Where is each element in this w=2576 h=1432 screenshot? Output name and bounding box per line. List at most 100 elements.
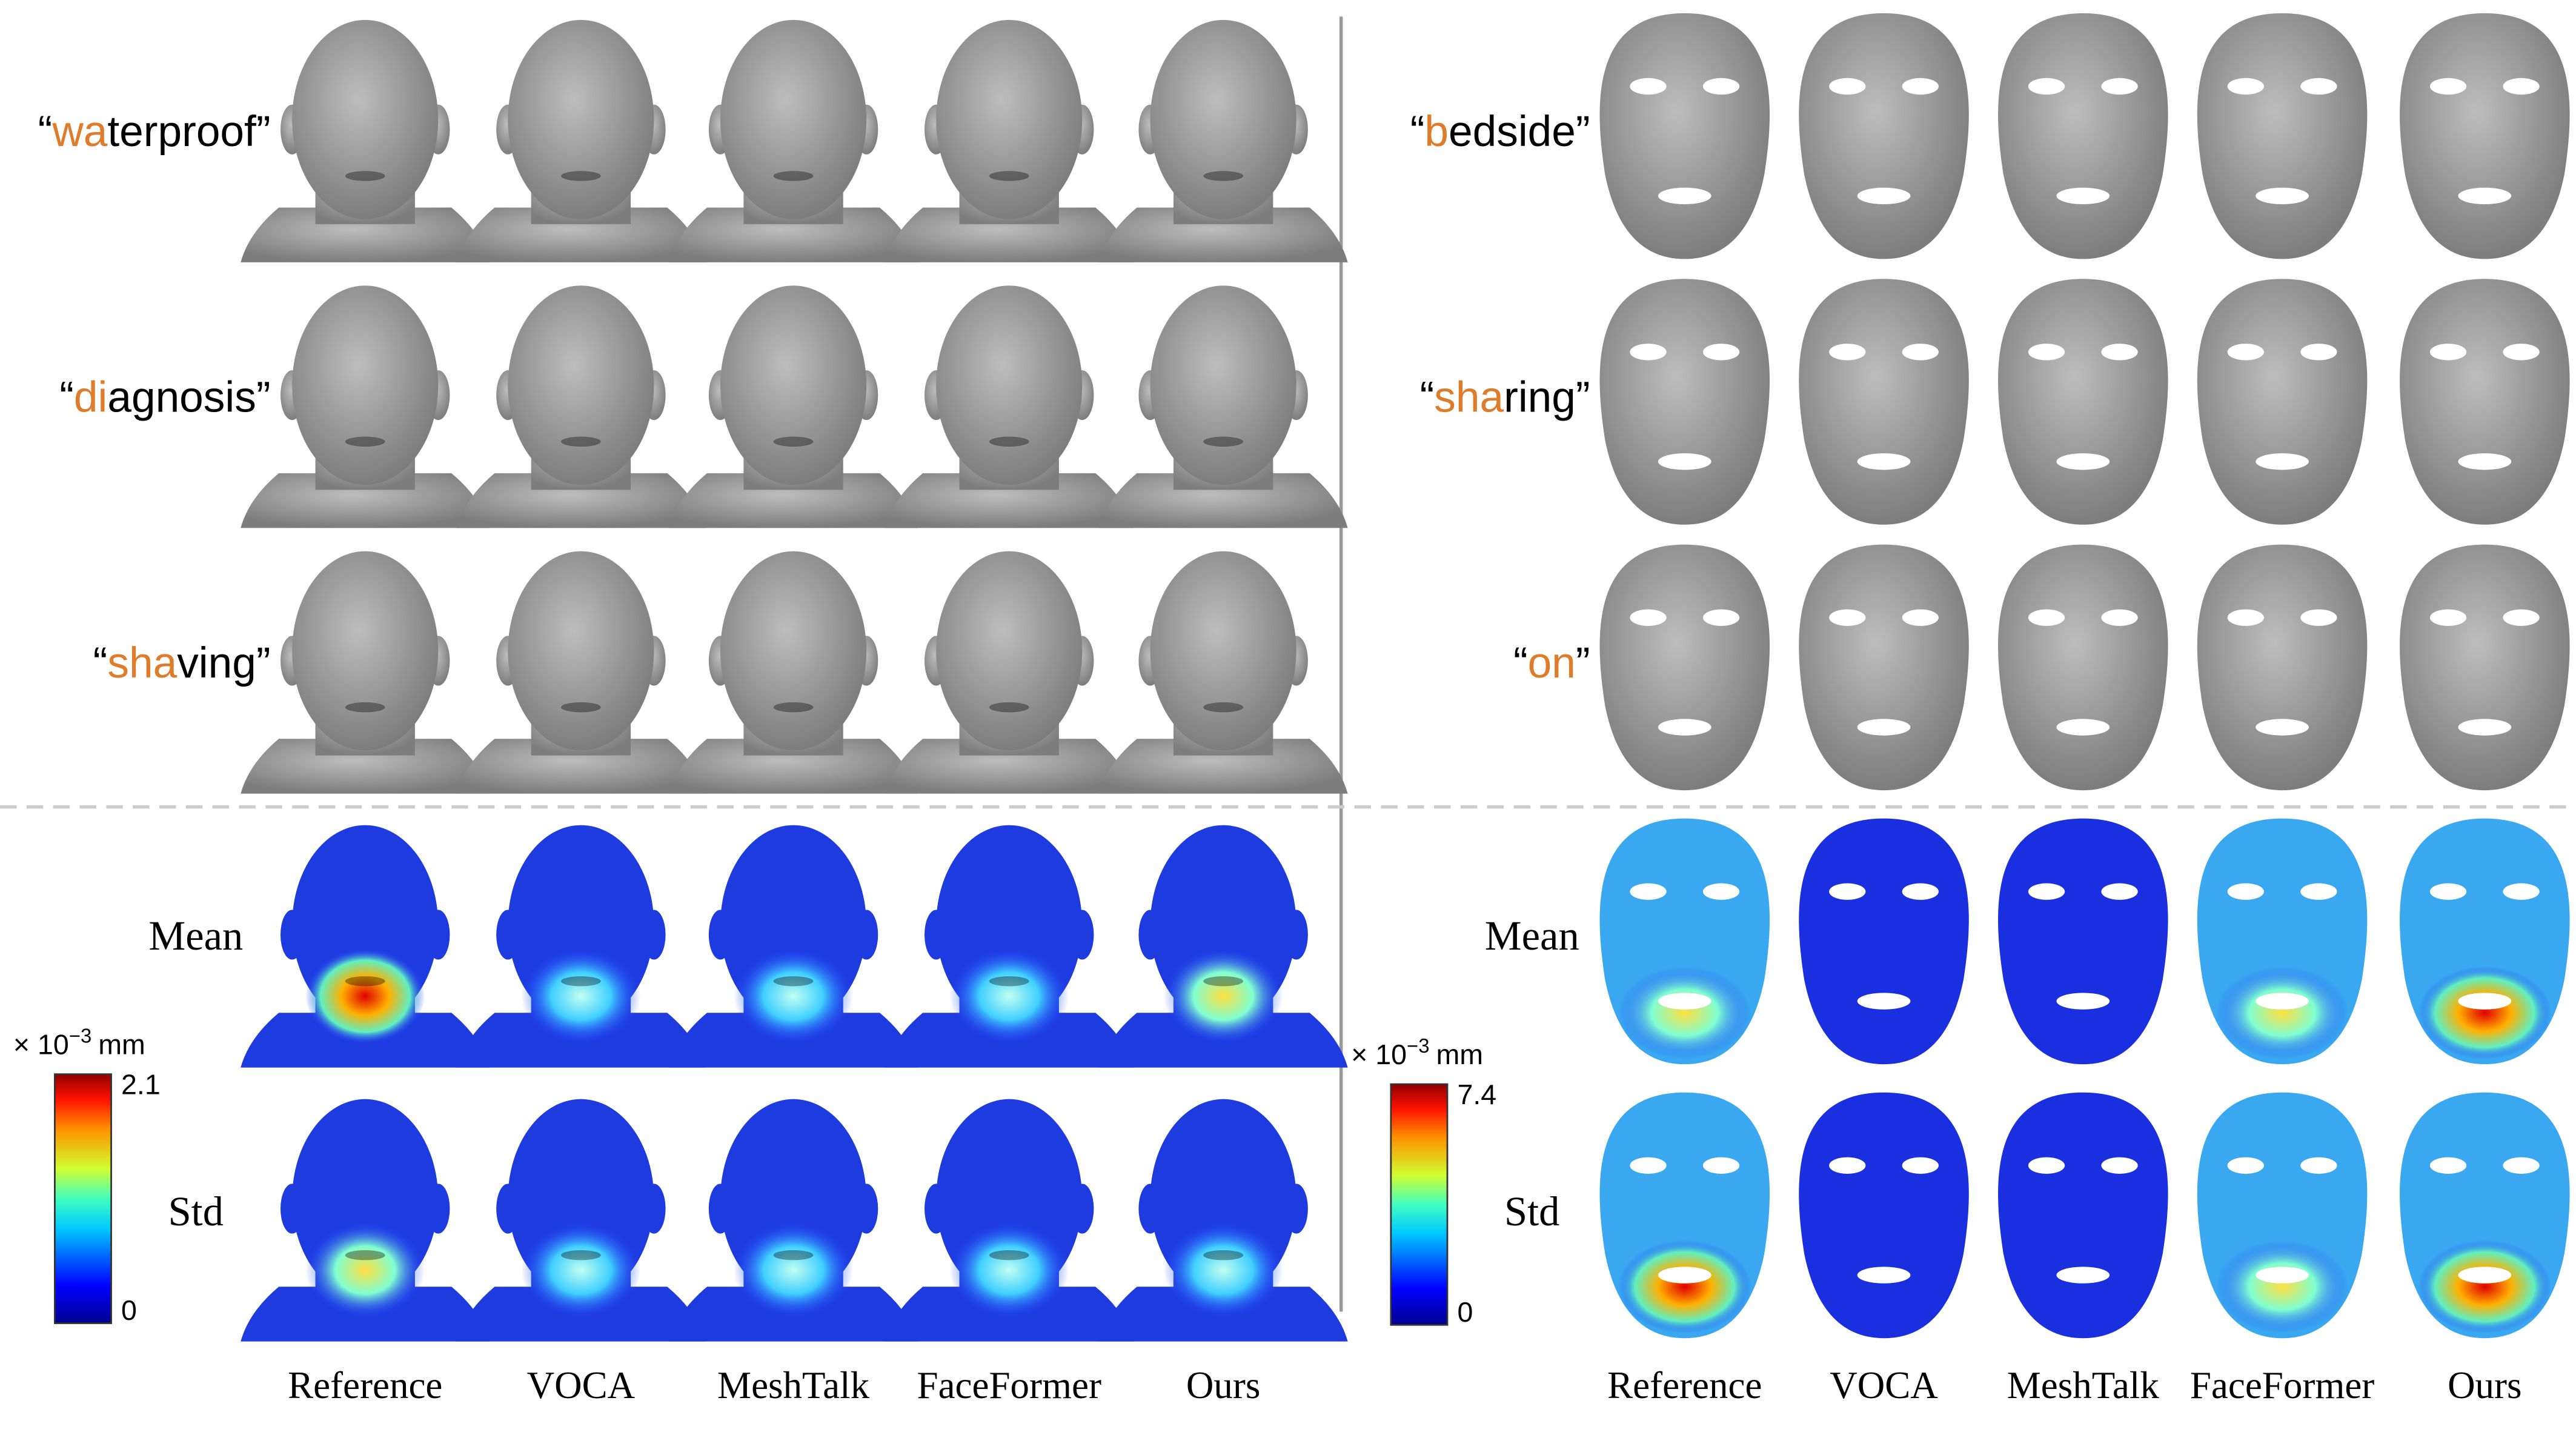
heat-spot [733, 1222, 854, 1318]
mouth [561, 976, 601, 987]
heat-spot [2418, 966, 2551, 1059]
head [508, 285, 654, 485]
word-rest: terproof [107, 108, 256, 156]
eye-hole [2300, 609, 2337, 626]
quote: “ [93, 639, 108, 687]
mouth [345, 976, 385, 987]
eye-hole [2101, 344, 2138, 361]
eye-hole [2429, 609, 2467, 626]
mouth-hole [2056, 719, 2110, 736]
colorbar-max: 7.4 [1457, 1079, 1496, 1110]
eye-hole [2300, 78, 2337, 95]
shoulders [885, 207, 1134, 262]
mask [1799, 13, 1969, 259]
face-mask [1998, 544, 2168, 791]
quote: ” [256, 639, 271, 687]
method-label: MeshTalk [2007, 1364, 2160, 1407]
shoulders [241, 473, 490, 528]
metric-label: Std [1504, 1188, 1559, 1234]
head-render [456, 19, 706, 262]
mouth-hole [1658, 187, 1711, 204]
head-render [241, 285, 490, 528]
mouth [345, 436, 385, 447]
face-mask [1799, 13, 1969, 259]
unit-suffix: mm [98, 1029, 145, 1061]
mask [2400, 544, 2570, 791]
unit-prefix: × 10 [1351, 1039, 1407, 1070]
eye-hole [2028, 1157, 2065, 1174]
eye-hole [2101, 1157, 2138, 1174]
quote: “ [1420, 373, 1435, 421]
eye-hole [2429, 78, 2467, 95]
face-mask [1799, 818, 1969, 1065]
eye-hole [1702, 78, 1740, 95]
phoneme: wa [51, 108, 107, 156]
mouth-hole [2256, 1267, 2309, 1284]
head-render [885, 1099, 1134, 1342]
head-render [885, 285, 1134, 528]
word-rest: ving [177, 639, 256, 687]
method-label: MeshTalk [717, 1364, 870, 1407]
mouth [1203, 436, 1244, 447]
mask [2400, 279, 2570, 525]
face-mask [1599, 279, 1770, 525]
method-label: FaceFormer [2190, 1364, 2374, 1407]
eye-hole [1829, 609, 1866, 626]
colorbar-min: 0 [1457, 1296, 1473, 1328]
method-label: Ours [2448, 1364, 2522, 1407]
head [720, 551, 867, 751]
head-render [669, 1099, 918, 1342]
shoulders [456, 739, 706, 794]
unit-suffix: mm [1436, 1039, 1483, 1070]
mouth [989, 1250, 1029, 1260]
heat-spot [1163, 1222, 1283, 1318]
unit-exponent: −3 [1407, 1034, 1429, 1057]
eye-hole [2227, 883, 2264, 900]
eye-hole [2227, 344, 2264, 361]
mouth [345, 702, 385, 713]
mouth-hole [2458, 453, 2512, 470]
face-mask [2400, 13, 2570, 259]
word-label: “on” [1513, 639, 1590, 687]
head-render [669, 19, 918, 262]
face-mask [1599, 1092, 1770, 1339]
head [508, 19, 654, 219]
mouth [561, 171, 601, 181]
metric-label: Mean [1485, 913, 1579, 959]
phoneme: b [1424, 108, 1449, 156]
face-mask [1599, 13, 1770, 259]
head-render [241, 19, 490, 262]
phoneme: sha [107, 639, 177, 687]
face-mask [2400, 279, 2570, 525]
face-mask [1599, 544, 1770, 791]
mouth [773, 171, 814, 181]
face-mask [2197, 1092, 2368, 1339]
word-label: “diagnosis” [59, 373, 270, 421]
face-mask [2197, 818, 2368, 1065]
mask [2197, 544, 2368, 791]
shoulders [456, 207, 706, 262]
head [720, 19, 867, 219]
shoulders [885, 473, 1134, 528]
word-label: “bedside” [1410, 108, 1590, 156]
head-render [885, 551, 1134, 794]
mask [1998, 818, 2168, 1065]
quote: ” [256, 373, 271, 421]
method-label: VOCA [1830, 1364, 1938, 1407]
heat-spot [2418, 1240, 2551, 1333]
mask [1998, 13, 2168, 259]
mouth-hole [1658, 719, 1711, 736]
head [936, 285, 1083, 485]
eye-hole [1630, 78, 1667, 95]
mouth [989, 976, 1029, 987]
eye-hole [2101, 609, 2138, 626]
eye-hole [2503, 1157, 2540, 1174]
head [292, 285, 439, 485]
mouth-hole [1857, 719, 1911, 736]
face-mask [2197, 13, 2368, 259]
mouth-hole [1857, 1267, 1911, 1284]
quote: “ [1513, 639, 1528, 687]
eye-hole [1702, 344, 1740, 361]
face-mask [1998, 279, 2168, 525]
head [1150, 551, 1296, 751]
